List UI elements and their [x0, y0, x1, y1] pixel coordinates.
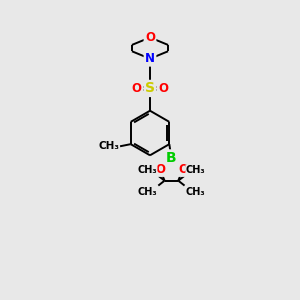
Text: O: O	[158, 82, 168, 95]
Text: O: O	[155, 163, 165, 176]
Text: CH₃: CH₃	[138, 187, 157, 196]
Text: O: O	[178, 163, 188, 176]
Text: S: S	[145, 81, 155, 95]
Text: CH₃: CH₃	[138, 165, 157, 175]
Text: CH₃: CH₃	[98, 141, 119, 151]
Text: N: N	[145, 52, 155, 65]
Text: CH₃: CH₃	[186, 165, 205, 175]
Text: CH₃: CH₃	[186, 187, 205, 196]
Text: O: O	[145, 31, 155, 44]
Text: B: B	[166, 151, 177, 165]
Text: O: O	[132, 82, 142, 95]
